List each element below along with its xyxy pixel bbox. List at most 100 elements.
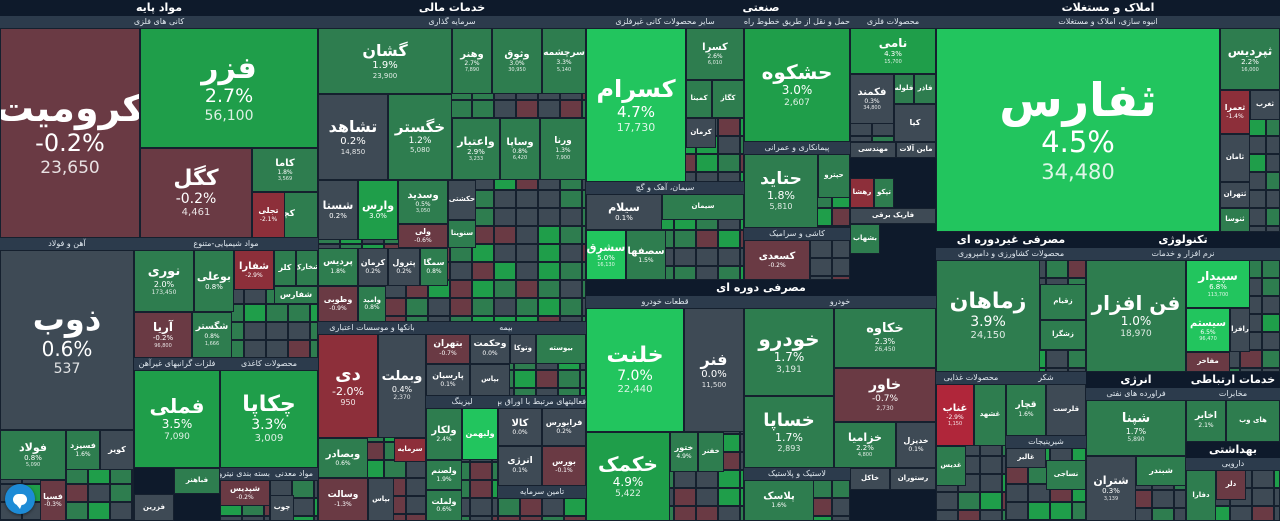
minor-tile[interactable] (1006, 484, 1028, 502)
minor-tile[interactable] (1152, 508, 1174, 521)
minor-tile[interactable] (718, 118, 740, 136)
stock-tile[interactable]: شفارا -2.9% (234, 250, 274, 290)
stock-tile[interactable]: کلر (274, 250, 296, 286)
stock-tile[interactable]: خدیزل 0.1% (896, 422, 936, 468)
minor-tile[interactable] (582, 244, 586, 262)
minor-tile[interactable] (582, 100, 586, 118)
minor-tile[interactable] (450, 316, 472, 322)
minor-tile[interactable] (564, 498, 586, 516)
stock-tile[interactable]: فن افزار 1.0% 18,970 (1086, 260, 1186, 372)
chat-button[interactable] (5, 484, 35, 514)
minor-tile[interactable] (980, 492, 1002, 510)
minor-tile[interactable] (492, 462, 498, 480)
stock-tile[interactable]: حکشتی (448, 180, 476, 220)
minor-tile[interactable] (832, 498, 850, 516)
minor-tile[interactable] (1240, 368, 1262, 372)
minor-tile[interactable] (494, 244, 516, 262)
minor-tile[interactable] (1002, 492, 1006, 510)
stock-tile[interactable]: نوری 2.0% 173,450 (134, 250, 194, 312)
minor-tile[interactable] (310, 304, 318, 322)
stock-tile[interactable]: رهشا (850, 178, 874, 208)
minor-tile[interactable] (1262, 368, 1280, 372)
stock-tile[interactable]: قلرست (1046, 384, 1086, 436)
stock-tile[interactable]: کگاز (712, 80, 744, 118)
minor-tile[interactable] (516, 280, 538, 298)
minor-tile[interactable] (936, 510, 958, 521)
minor-tile[interactable] (582, 280, 586, 298)
minor-tile[interactable] (1230, 506, 1252, 521)
minor-tile[interactable] (244, 322, 266, 340)
stock-tile[interactable]: ثعمرا -1.4% (1220, 90, 1250, 134)
minor-tile[interactable] (516, 262, 538, 280)
minor-tile[interactable] (538, 262, 560, 280)
minor-tile[interactable] (536, 370, 558, 388)
minor-tile[interactable] (740, 172, 744, 182)
minor-tile[interactable] (516, 316, 538, 322)
stock-tile[interactable]: ثفارس 4.5% 34,480 (936, 28, 1220, 232)
stock-tile[interactable]: چوب (270, 495, 294, 521)
minor-tile[interactable] (428, 316, 450, 322)
minor-tile[interactable] (872, 136, 894, 142)
stock-tile[interactable]: پترول 0.2% (388, 248, 420, 286)
minor-tile[interactable] (582, 208, 586, 226)
stock-tile[interactable]: ذوب 0.6% 537 (0, 250, 134, 430)
minor-tile[interactable] (832, 226, 850, 228)
minor-tile[interactable] (718, 470, 740, 488)
minor-tile[interactable] (292, 480, 314, 498)
minor-tile[interactable] (958, 492, 980, 510)
stock-tile[interactable]: مهندسی (850, 142, 896, 158)
minor-tile[interactable] (832, 240, 850, 258)
minor-tile[interactable] (674, 230, 696, 248)
minor-tile[interactable] (450, 100, 472, 118)
stock-tile[interactable]: شگستر 0.8% 1,666 (192, 312, 232, 358)
minor-tile[interactable] (560, 262, 582, 280)
minor-tile[interactable] (696, 154, 718, 172)
stock-tile[interactable]: حتاید 1.8% 5,810 (744, 154, 818, 228)
minor-tile[interactable] (1050, 502, 1072, 520)
minor-tile[interactable] (450, 262, 472, 280)
minor-tile[interactable] (718, 136, 740, 154)
stock-tile[interactable]: وطوبی -0.9% (318, 286, 358, 322)
stock-tile[interactable]: غالبر (1006, 448, 1046, 468)
minor-tile[interactable] (558, 370, 580, 388)
stock-tile[interactable]: فکمند 0.3% 34,800 (850, 74, 894, 124)
minor-tile[interactable] (1262, 314, 1280, 332)
stock-tile[interactable]: وهنر 2.7% 7,890 (452, 28, 492, 94)
stock-tile[interactable]: ثتهران (1220, 182, 1250, 208)
minor-tile[interactable] (674, 266, 696, 280)
stock-tile[interactable]: کالا 0.0% (498, 408, 542, 446)
stock-tile[interactable]: کاما 1.8% 3,569 (252, 148, 318, 192)
stock-tile[interactable]: بتهران -0.7% (426, 334, 470, 364)
minor-tile[interactable] (406, 514, 426, 521)
minor-tile[interactable] (582, 190, 586, 208)
minor-tile[interactable] (494, 190, 516, 208)
minor-tile[interactable] (718, 248, 740, 266)
minor-tile[interactable] (560, 190, 582, 208)
minor-tile[interactable] (132, 502, 134, 520)
minor-tile[interactable] (450, 280, 472, 298)
minor-tile[interactable] (406, 298, 428, 316)
minor-tile[interactable] (498, 516, 520, 521)
minor-tile[interactable] (832, 480, 850, 498)
minor-tile[interactable] (384, 460, 406, 478)
minor-tile[interactable] (582, 316, 586, 322)
stock-tile[interactable]: فاذر (914, 74, 936, 104)
stock-tile[interactable]: خودرو 1.7% 3,191 (744, 308, 834, 396)
stock-tile[interactable]: ثامان (1220, 134, 1250, 182)
stock-tile[interactable]: شخارک (296, 250, 318, 286)
stock-tile[interactable]: فزرین (134, 494, 174, 521)
stock-tile[interactable]: های وب (1226, 400, 1280, 442)
stock-tile[interactable]: وبملت 0.4% 2,370 (378, 334, 426, 438)
stock-tile[interactable]: وتوکا (510, 334, 536, 364)
minor-tile[interactable] (472, 280, 494, 298)
minor-tile[interactable] (516, 226, 538, 244)
stock-tile[interactable]: خگستر 1.2% 5,080 (388, 94, 452, 180)
minor-tile[interactable] (472, 262, 494, 280)
stock-tile[interactable]: کمینا (686, 80, 712, 118)
minor-tile[interactable] (1262, 278, 1280, 296)
stock-tile[interactable]: شتران 0.3% 3,139 (1086, 456, 1136, 521)
minor-tile[interactable] (110, 502, 132, 520)
minor-tile[interactable] (1266, 190, 1280, 208)
minor-tile[interactable] (470, 516, 492, 521)
minor-tile[interactable] (718, 266, 740, 280)
